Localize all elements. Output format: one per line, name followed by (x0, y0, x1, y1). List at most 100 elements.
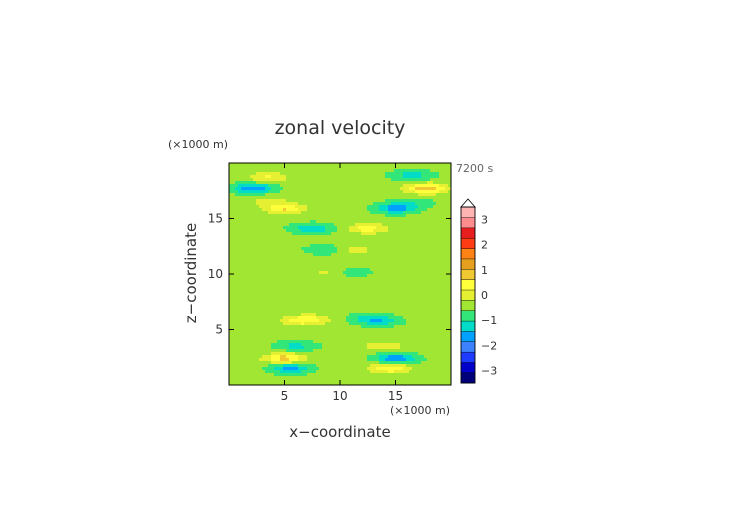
field-cell (430, 232, 434, 236)
field-cell (367, 166, 371, 170)
field-cell (295, 286, 299, 290)
field-cell (286, 271, 290, 275)
field-cell (337, 316, 341, 320)
field-cell (406, 259, 410, 263)
field-cell (238, 247, 242, 251)
field-cell (442, 271, 446, 275)
field-cell (274, 271, 278, 275)
field-cell (247, 217, 251, 221)
field-cell (307, 253, 311, 257)
field-cell (433, 199, 437, 203)
field-cell (262, 187, 266, 191)
field-cell (334, 295, 338, 299)
field-cell (343, 310, 347, 314)
field-cell (328, 271, 332, 275)
field-cell (319, 304, 323, 308)
field-cell (328, 232, 332, 236)
field-cell (298, 304, 302, 308)
field-cell (445, 187, 449, 191)
field-cell (376, 247, 380, 251)
field-cell (379, 271, 383, 275)
field-cell (301, 232, 305, 236)
field-cell (352, 352, 356, 356)
field-cell (262, 235, 266, 239)
field-cell (370, 301, 374, 305)
field-cell (241, 334, 245, 338)
field-cell (385, 256, 389, 260)
field-cell (430, 238, 434, 242)
field-cell (229, 301, 233, 305)
field-cell (241, 262, 245, 266)
field-cell (406, 301, 410, 305)
field-cell (268, 319, 272, 323)
field-cell (343, 256, 347, 260)
field-cell (295, 280, 299, 284)
field-cell (244, 343, 248, 347)
field-cell (382, 283, 386, 287)
field-cell (310, 199, 314, 203)
field-cell (430, 193, 434, 197)
field-cell (418, 247, 422, 251)
field-cell (331, 190, 335, 194)
field-cell (388, 292, 392, 296)
field-cell (250, 202, 254, 206)
field-cell (445, 283, 449, 287)
field-cell (421, 289, 425, 293)
field-cell (331, 307, 335, 311)
field-cell (334, 280, 338, 284)
field-cell (271, 187, 275, 191)
field-cell (271, 196, 275, 200)
field-cell (262, 316, 266, 320)
field-cell (349, 301, 353, 305)
field-cell (352, 244, 356, 248)
field-cell (253, 187, 257, 191)
field-cell (271, 280, 275, 284)
field-cell (439, 292, 443, 296)
field-cell (400, 256, 404, 260)
field-cell (280, 259, 284, 263)
field-cell (442, 232, 446, 236)
field-cell (418, 181, 422, 185)
field-cell (304, 358, 308, 362)
field-cell (301, 166, 305, 170)
field-cell (277, 235, 281, 239)
field-cell (283, 187, 287, 191)
field-cell (319, 187, 323, 191)
field-cell (268, 253, 272, 257)
field-cell (277, 280, 281, 284)
field-cell (403, 325, 407, 329)
field-cell (334, 307, 338, 311)
field-cell (436, 172, 440, 176)
field-cell (352, 163, 356, 167)
field-cell (397, 232, 401, 236)
field-cell (229, 202, 233, 206)
field-cell (376, 295, 380, 299)
field-cell (277, 325, 281, 329)
field-cell (289, 289, 293, 293)
field-cell (259, 196, 263, 200)
field-cell (298, 316, 302, 320)
field-cell (418, 322, 422, 326)
field-cell (295, 262, 299, 266)
field-cell (409, 244, 413, 248)
field-cell (394, 208, 398, 212)
field-cell (310, 328, 314, 332)
field-cell (271, 334, 275, 338)
field-cell (340, 181, 344, 185)
field-cell (409, 202, 413, 206)
field-cell (328, 280, 332, 284)
field-cell (400, 217, 404, 221)
field-cell (253, 178, 257, 182)
field-cell (403, 358, 407, 362)
field-cell (343, 346, 347, 350)
field-cell (265, 277, 269, 281)
field-cell (400, 208, 404, 212)
field-cell (448, 196, 452, 200)
field-cell (247, 295, 251, 299)
field-cell (277, 262, 281, 266)
field-cell (319, 316, 323, 320)
field-cell (364, 316, 368, 320)
field-cell (328, 361, 332, 365)
field-cell (292, 328, 296, 332)
field-cell (259, 262, 263, 266)
